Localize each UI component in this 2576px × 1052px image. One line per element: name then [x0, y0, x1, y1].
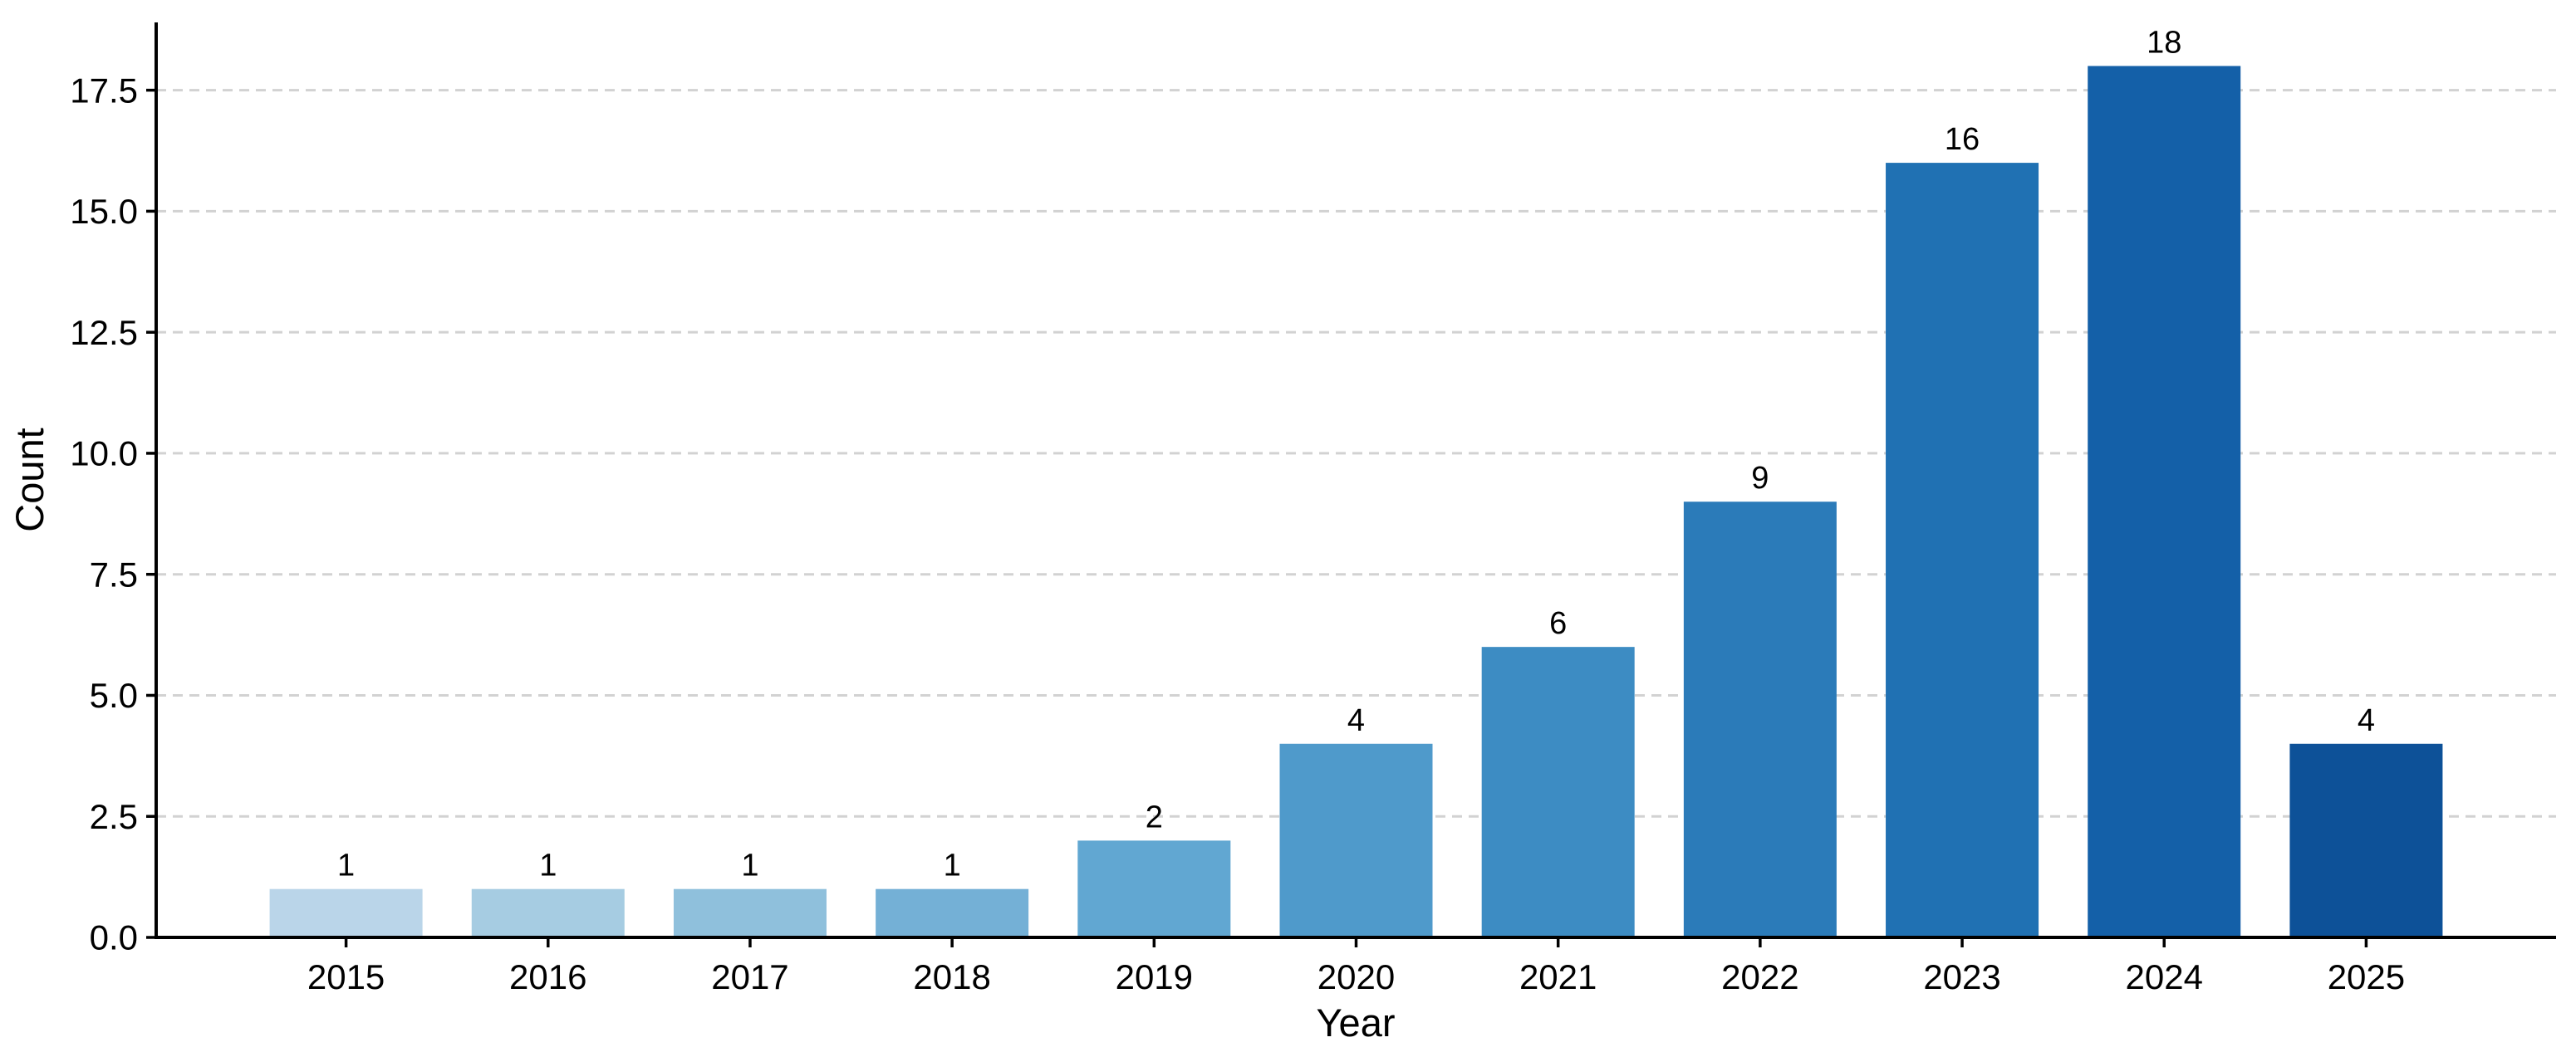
y-tick-label: 7.5 [90, 555, 138, 594]
x-tick-label-2019: 2019 [1116, 957, 1193, 996]
bar-2016 [471, 888, 625, 937]
y-tick-label: 0.0 [90, 918, 138, 957]
bar-value-label-2020: 4 [1347, 703, 1365, 738]
bar-value-label-2018: 1 [944, 849, 961, 883]
bar-value-label-2016: 1 [539, 849, 557, 883]
bar-2020 [1279, 743, 1433, 937]
bar-2017 [673, 888, 827, 937]
bar-2018 [876, 888, 1029, 937]
bar-2019 [1077, 840, 1231, 937]
bar-value-label-2021: 6 [1549, 606, 1567, 641]
x-tick-label-2023: 2023 [1923, 957, 2000, 996]
y-tick-labels: 0.0 2.5 5.0 7.5 10.0 12.5 15.0 17.5 [70, 71, 156, 957]
bar-value-label-2019: 2 [1146, 800, 1163, 834]
y-tick-label: 17.5 [70, 71, 138, 110]
bar-2021 [1481, 647, 1635, 937]
bar-value-label-2022: 9 [1751, 461, 1769, 496]
x-tick-label-2015: 2015 [307, 957, 385, 996]
y-tick-label: 2.5 [90, 797, 138, 836]
x-tick-label-2024: 2024 [2126, 957, 2203, 996]
x-tick-label-2016: 2016 [509, 957, 586, 996]
bar-2023 [1886, 163, 2039, 937]
bar-value-label-2017: 1 [741, 849, 758, 883]
y-tick-label: 5.0 [90, 676, 138, 715]
bar-2022 [1683, 502, 1837, 937]
x-tick-label-2017: 2017 [711, 957, 788, 996]
y-tick-label: 12.5 [70, 313, 138, 352]
x-tick-labels: 2015 2016 2017 2018 2019 2020 2021 2022 2023 2024… [307, 937, 2405, 996]
bar-2025 [2289, 743, 2443, 937]
bar-value-label-2024: 18 [2147, 25, 2181, 60]
y-tick-label: 10.0 [70, 434, 138, 473]
bars [269, 66, 2443, 937]
x-tick-label-2022: 2022 [1721, 957, 1798, 996]
bar-2015 [269, 888, 423, 937]
bar-value-label-2023: 16 [1945, 122, 1980, 157]
bar-value-label-2025: 4 [2358, 703, 2375, 738]
gridlines [156, 89, 2556, 818]
bar-2024 [2088, 66, 2241, 937]
y-axis-label: Count [7, 428, 52, 531]
bar-value-labels: 1 1 1 1 2 4 6 9 16 18 4 [337, 25, 2375, 883]
x-tick-label-2020: 2020 [1317, 957, 1395, 996]
y-tick-label: 15.0 [70, 192, 138, 231]
x-tick-label-2021: 2021 [1519, 957, 1597, 996]
x-axis-label: Year [1317, 1001, 1396, 1045]
bar-value-label-2015: 1 [337, 849, 355, 883]
x-tick-label-2018: 2018 [913, 957, 990, 996]
x-tick-label-2025: 2025 [2328, 957, 2405, 996]
